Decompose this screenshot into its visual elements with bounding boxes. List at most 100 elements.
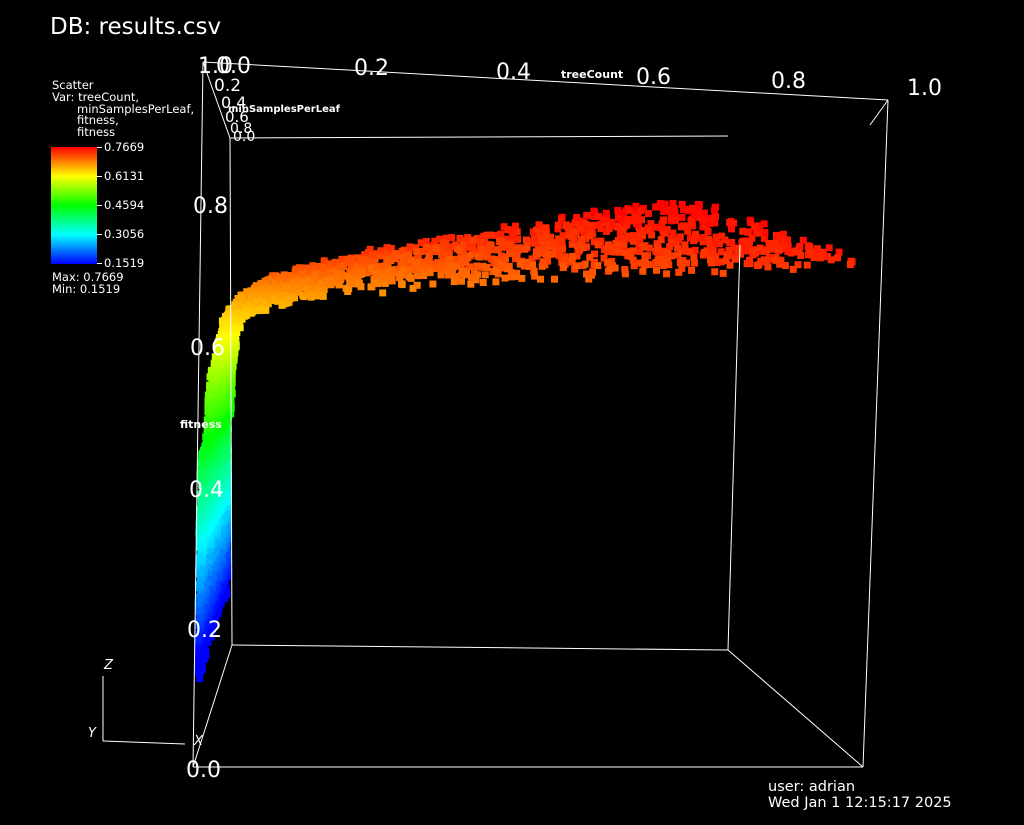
scatter-point — [794, 261, 802, 269]
y-tick-label: 0.0 — [233, 129, 255, 145]
scatter-point — [204, 406, 212, 414]
scatter-point — [669, 199, 677, 207]
scatter-point — [772, 256, 780, 264]
scatter-point — [331, 258, 339, 266]
scatter-point — [422, 238, 430, 245]
scatter-point — [201, 650, 208, 658]
scatter-point — [210, 504, 218, 512]
scatter-point — [304, 286, 312, 294]
scatter-point — [224, 509, 232, 517]
scatter-point — [221, 405, 229, 413]
scatter-point — [558, 258, 566, 266]
scatter-point — [641, 252, 649, 260]
scatter-point — [478, 245, 486, 253]
box-edge — [231, 644, 729, 651]
scatter-point — [420, 272, 428, 279]
scatter-point — [361, 251, 369, 259]
scatter-point — [547, 240, 555, 248]
scatter-point — [554, 221, 562, 229]
scatter-point — [383, 244, 391, 252]
scatter-point — [426, 268, 434, 276]
scatter-point — [632, 207, 640, 215]
scatter-point — [615, 213, 623, 220]
scatter-point — [441, 267, 449, 275]
scatter-point — [203, 618, 211, 626]
scatter-point — [483, 231, 491, 239]
scatter-point — [728, 225, 735, 233]
scatter-point — [700, 249, 708, 256]
scatter-point — [231, 303, 239, 311]
scatter-point — [370, 276, 378, 283]
scatter-point — [555, 247, 563, 255]
scatter-point — [705, 236, 713, 244]
scatter-point — [195, 607, 203, 615]
box-edge — [229, 135, 729, 139]
scatter-point — [627, 252, 635, 260]
scatter-point — [411, 264, 419, 272]
scatter-point — [594, 262, 602, 269]
scatter-point — [623, 221, 631, 229]
scatter-point — [700, 209, 708, 217]
scatter-point — [585, 275, 593, 283]
z-tick-label: 0.2 — [187, 618, 222, 643]
scatter-point — [220, 338, 227, 346]
scatter-point — [561, 253, 568, 261]
scatter-point — [672, 216, 680, 224]
scatter-point — [730, 219, 738, 227]
scatter-point — [492, 267, 500, 275]
scatter-point — [641, 242, 649, 250]
scatter-point — [635, 259, 643, 267]
scatter-point — [529, 261, 536, 269]
scatter-point — [717, 248, 725, 256]
scatter-point — [210, 509, 218, 516]
scatter-point — [580, 244, 588, 251]
scatter-point — [674, 244, 682, 252]
scatter-point — [197, 526, 205, 533]
scatter-point — [624, 232, 632, 240]
scatter-point — [682, 222, 690, 230]
scatter-point — [474, 248, 482, 256]
scatter-point — [492, 278, 500, 286]
scatter-point — [660, 208, 668, 216]
colorbar-label: 0.7669 — [104, 140, 145, 154]
scatter-point — [459, 240, 467, 248]
scatter-point — [577, 236, 585, 244]
scatter-point — [360, 255, 368, 263]
scatter-point — [464, 234, 472, 241]
triad-x-axis — [102, 740, 186, 745]
scatter-point — [538, 238, 546, 246]
scatter-point — [204, 563, 212, 571]
scatter-point — [589, 268, 597, 276]
scatter-point — [747, 219, 755, 227]
scatter-point — [687, 216, 695, 224]
scatter-point — [647, 220, 655, 228]
scatter-point — [463, 270, 470, 278]
scatter-point — [316, 283, 324, 291]
scatter-point — [215, 447, 223, 455]
scatter-point — [570, 236, 578, 244]
scatter-point — [346, 279, 354, 287]
scatter-point — [446, 255, 454, 263]
scatter-point — [211, 372, 219, 380]
scatter-point — [704, 218, 712, 226]
scatter-point — [646, 226, 653, 234]
scatter-point — [198, 491, 206, 499]
y-tick-label: 0.6 — [225, 108, 249, 126]
scatter-point — [600, 215, 608, 223]
scatter-point — [412, 244, 420, 252]
scatter-point — [624, 216, 632, 223]
scatter-point — [203, 450, 210, 458]
scatter-point — [383, 255, 391, 263]
scatter-point — [625, 248, 633, 256]
scatter-point — [433, 265, 440, 272]
scatter-point — [661, 260, 669, 268]
scatter-point — [262, 306, 270, 314]
scatter-point — [345, 285, 353, 293]
scatter-point — [678, 264, 686, 272]
scatter-point — [377, 252, 384, 260]
scatter-point — [746, 256, 753, 264]
scatter-point — [305, 277, 313, 285]
scatter-point — [493, 256, 501, 264]
scatter-point — [207, 590, 215, 598]
